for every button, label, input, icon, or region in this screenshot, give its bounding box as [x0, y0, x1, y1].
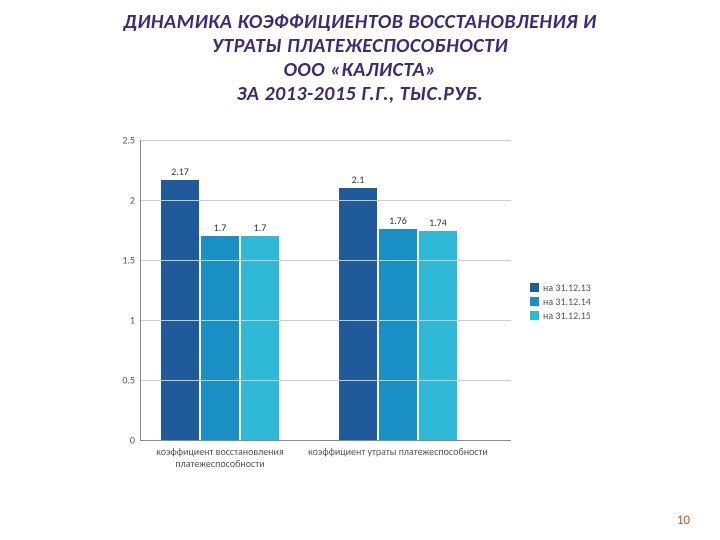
gridline — [141, 200, 511, 201]
bar: 2.17 — [161, 180, 199, 440]
title-line-3: ООО «КАЛИСТА» — [20, 58, 700, 82]
chart: 2.171.71.7коэффициент восстановления пла… — [60, 130, 660, 480]
legend-swatch — [530, 297, 539, 306]
legend-item: на 31.12.15 — [530, 309, 591, 322]
title-line-4: ЗА 2013-2015 Г.Г., ТЫС.РУБ. — [20, 82, 700, 106]
legend-swatch — [530, 311, 539, 320]
legend-label: на 31.12.15 — [543, 309, 591, 322]
bar-value-label: 2.1 — [352, 173, 365, 186]
y-tick-label: 0 — [130, 434, 135, 447]
y-tick-label: 1 — [130, 314, 135, 327]
legend-label: на 31.12.14 — [543, 295, 591, 308]
bar-group: 2.11.761.74коэффициент утраты платежеспо… — [339, 140, 457, 440]
legend-label: на 31.12.13 — [543, 281, 591, 294]
gridline — [141, 320, 511, 321]
slide-title: ДИНАМИКА КОЭФФИЦИЕНТОВ ВОССТАНОВЛЕНИЯ И … — [0, 0, 720, 106]
bar: 1.74 — [419, 231, 457, 440]
gridline — [141, 140, 511, 141]
bar: 1.7 — [201, 236, 239, 440]
legend: на 31.12.13на 31.12.14на 31.12.15 — [530, 280, 591, 323]
gridline — [141, 260, 511, 261]
bar-value-label: 1.7 — [254, 221, 267, 234]
page-number: 10 — [677, 513, 690, 528]
gridline — [141, 380, 511, 381]
bar-value-label: 1.7 — [214, 221, 227, 234]
legend-item: на 31.12.14 — [530, 295, 591, 308]
title-line-2: УТРАТЫ ПЛАТЕЖЕСПОСОБНОСТИ — [20, 34, 700, 58]
slide: ДИНАМИКА КОЭФФИЦИЕНТОВ ВОССТАНОВЛЕНИЯ И … — [0, 0, 720, 540]
legend-item: на 31.12.13 — [530, 281, 591, 294]
x-category-label: коэффициент утраты платежеспособности — [308, 440, 488, 458]
bar-groups: 2.171.71.7коэффициент восстановления пла… — [141, 140, 511, 440]
title-line-1: ДИНАМИКА КОЭФФИЦИЕНТОВ ВОССТАНОВЛЕНИЯ И — [20, 10, 700, 34]
bar: 2.1 — [339, 188, 377, 440]
bar-value-label: 1.74 — [429, 216, 447, 229]
y-tick-label: 2.5 — [122, 134, 135, 147]
y-tick-label: 0.5 — [122, 374, 135, 387]
x-category-label: коэффициент восстановления платежеспособ… — [130, 440, 310, 470]
y-tick-label: 2 — [130, 194, 135, 207]
legend-swatch — [530, 283, 539, 292]
y-tick-label: 1.5 — [122, 254, 135, 267]
bar-value-label: 1.76 — [389, 214, 407, 227]
bar-group: 2.171.71.7коэффициент восстановления пла… — [161, 140, 279, 440]
bar: 1.7 — [241, 236, 279, 440]
plot-area: 2.171.71.7коэффициент восстановления пла… — [140, 140, 511, 441]
bar-value-label: 2.17 — [171, 165, 189, 178]
